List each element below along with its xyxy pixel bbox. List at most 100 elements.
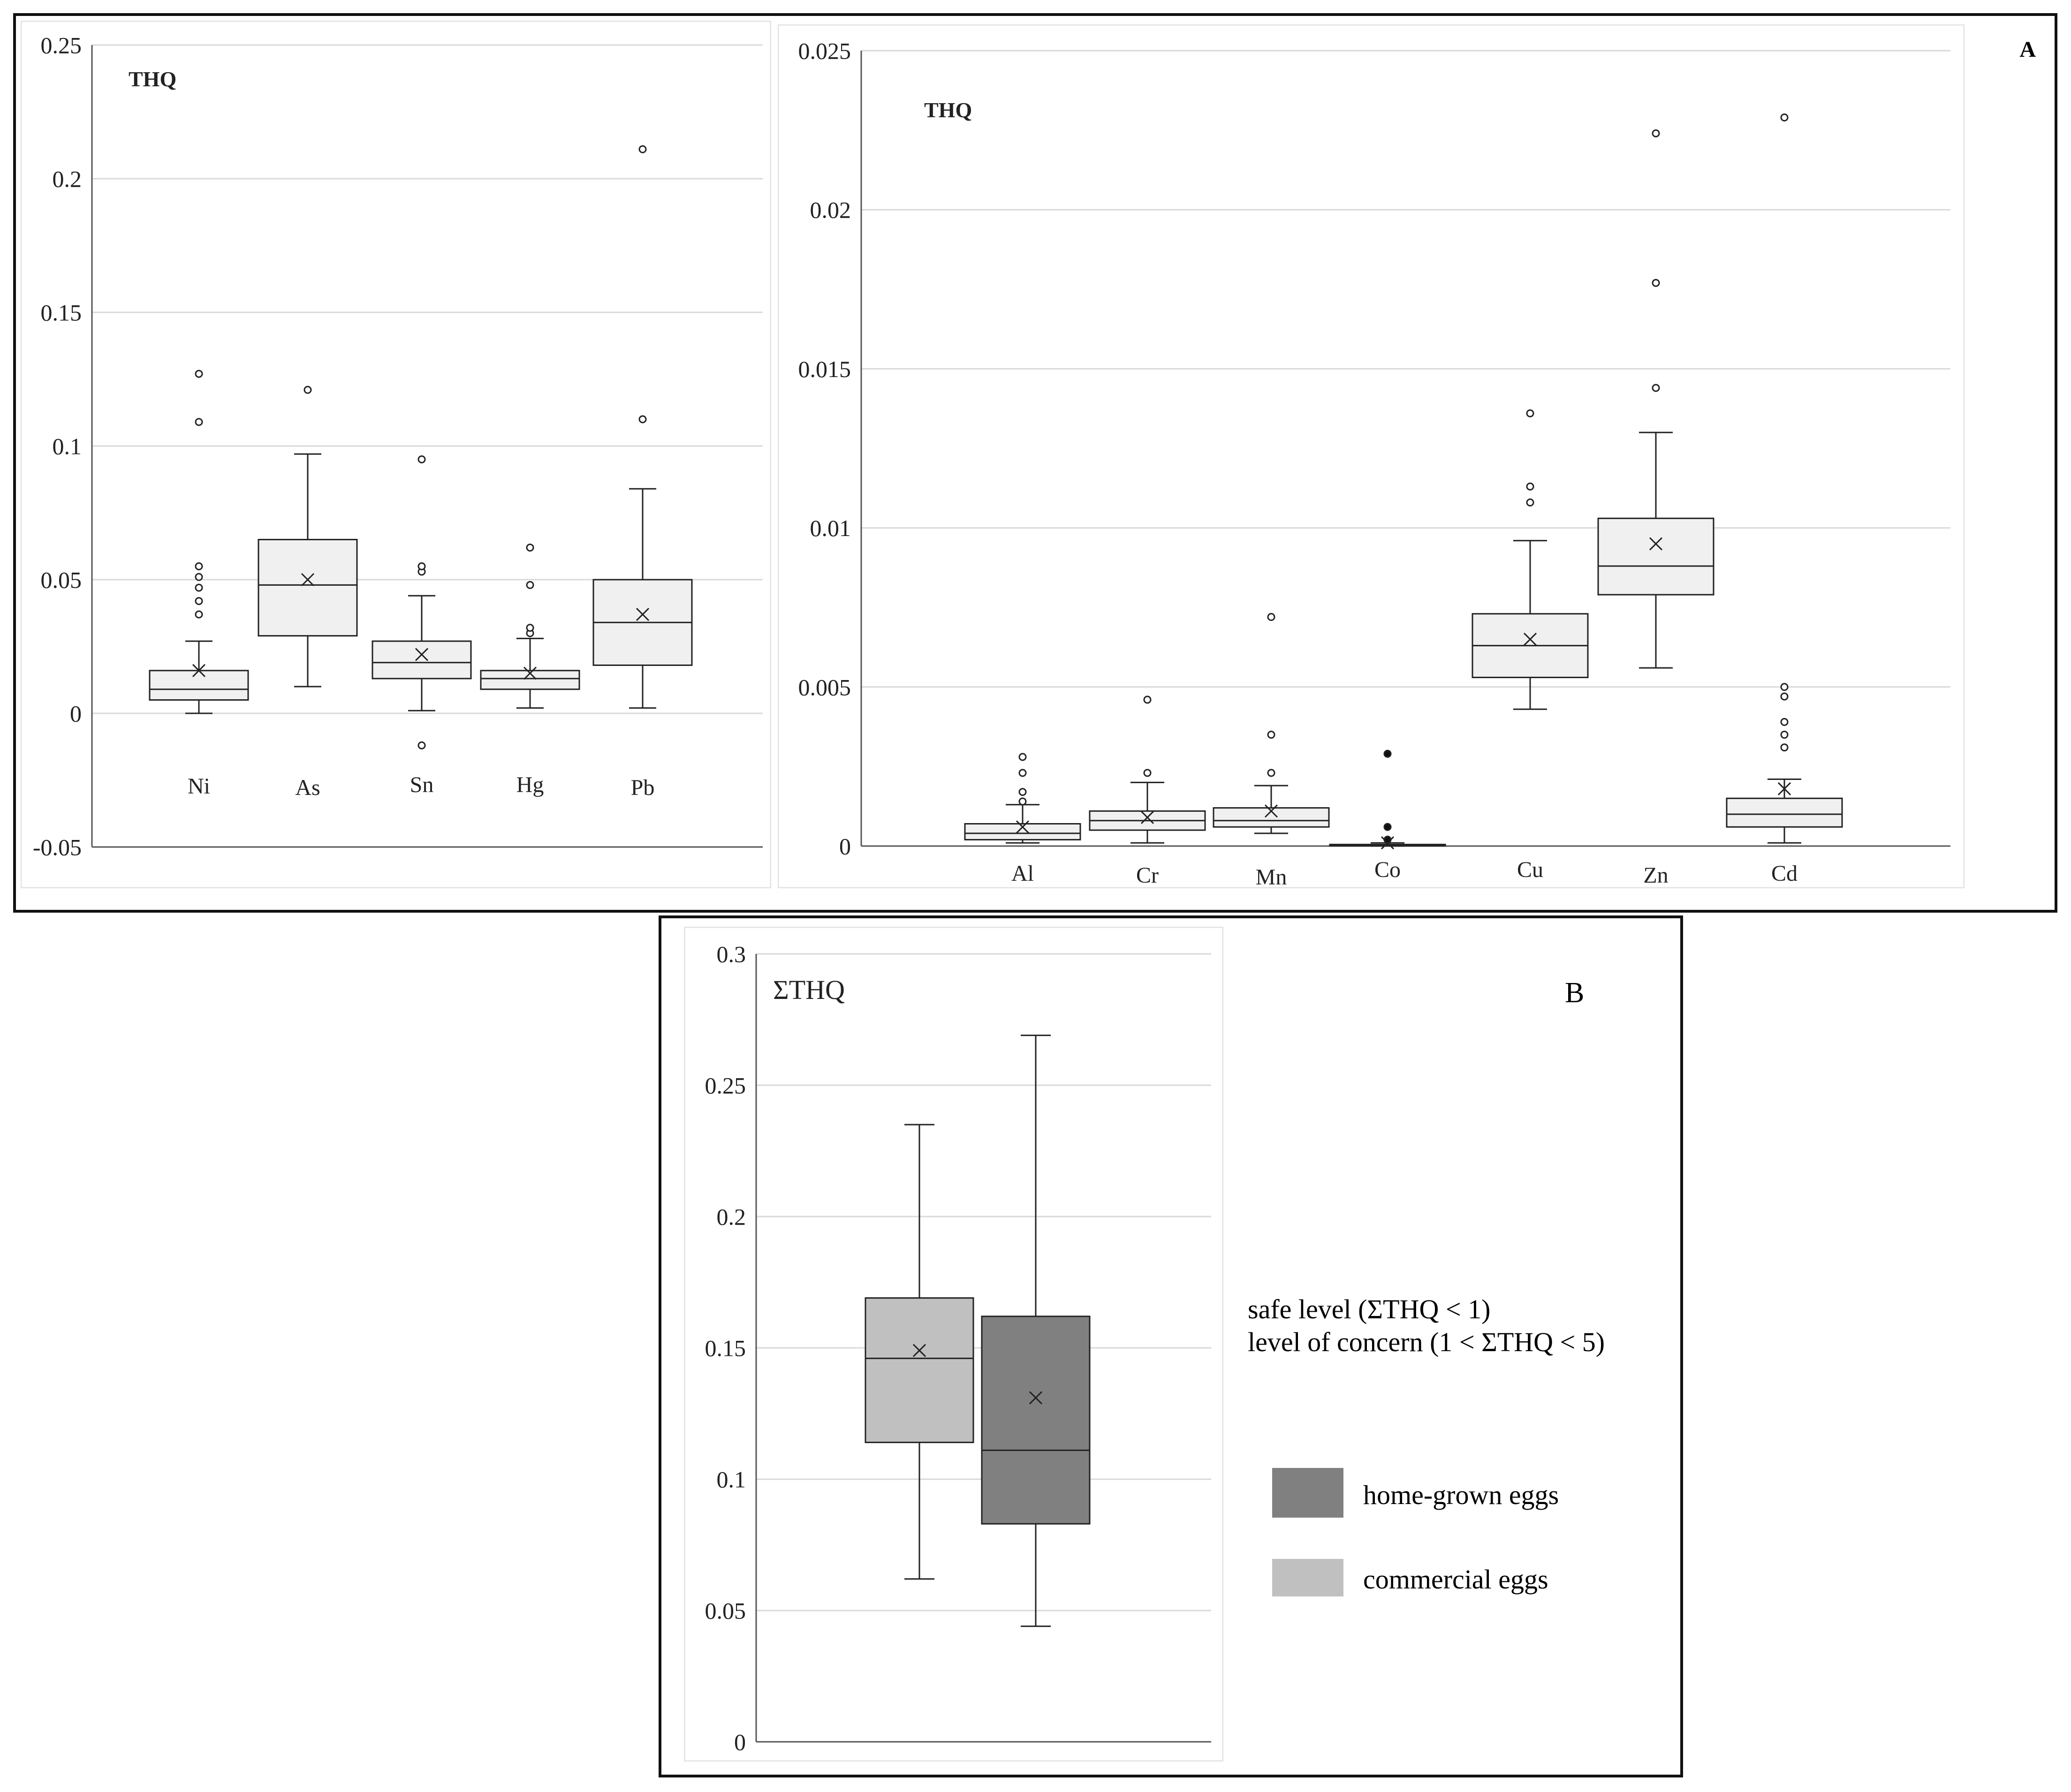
box-sn [372, 640, 472, 680]
y-tick-label: 0.25 [705, 1073, 746, 1099]
mean-marker-as [301, 573, 315, 587]
outlier-al [1018, 769, 1027, 777]
y-tick-label: 0.2 [53, 166, 82, 192]
note-safe-level: safe level (ΣTHQ < 1) [1248, 1294, 1491, 1324]
mean-marker-al [1016, 820, 1030, 834]
outlier-cu [1526, 498, 1534, 507]
chart-a2-svg: 0 0.005 0.01 0.015 0.02 0.025 THQ Al Cr Mn Co Cu Zn C… [778, 24, 1965, 888]
y-tick-label: 0.005 [798, 674, 851, 700]
y-tick-label: -0.05 [33, 834, 82, 861]
x-category-label-co: Co [1374, 857, 1401, 882]
panel-letter-a: A [2019, 37, 2036, 62]
outlier-ni [195, 573, 203, 581]
outlier-al [1018, 753, 1027, 761]
outlier-co [1383, 823, 1392, 831]
x-category-label-zn: Zn [1643, 863, 1668, 888]
figure-b-frame: B safe level (ΣTHQ < 1) level of concern… [659, 915, 1683, 1777]
y-tick-label: 0.1 [53, 433, 82, 460]
mean-marker-hg [523, 666, 537, 680]
mean-marker-commercial-eggs [912, 1344, 926, 1357]
y-tick-label: 0.3 [717, 941, 746, 968]
box-zn [1597, 517, 1714, 596]
outlier-hg [526, 544, 534, 552]
y-axis-label: THQ [129, 67, 176, 91]
outlier-cu [1526, 409, 1534, 417]
outlier-co [1383, 749, 1392, 758]
outlier-zn [1652, 129, 1660, 137]
mean-marker-sn [415, 648, 429, 661]
y-tick-label: 0.02 [810, 197, 851, 223]
outlier-zn [1652, 384, 1660, 392]
x-category-label-hg: Hg [516, 772, 544, 797]
y-tick-label: 0.015 [798, 356, 851, 382]
legend-label-home-grown: home-grown eggs [1363, 1480, 1559, 1510]
x-category-label-as: As [295, 775, 320, 800]
x-category-label-cr: Cr [1136, 863, 1159, 888]
outlier-sn [417, 562, 426, 570]
y-tick-label: 0.025 [798, 38, 851, 64]
outlier-al [1018, 788, 1027, 796]
chart-area-border [21, 21, 771, 888]
outlier-cd [1780, 113, 1789, 121]
mean-marker-pb [636, 608, 650, 621]
outlier-ni [195, 583, 203, 592]
outlier-zn [1652, 279, 1660, 287]
outlier-sn [417, 455, 426, 463]
outlier-al [1018, 797, 1027, 806]
mean-marker-home-grown-eggs [1029, 1391, 1043, 1405]
outlier-ni [195, 610, 203, 619]
x-category-label-al: Al [1011, 861, 1034, 886]
chart-b: 0 0.05 0.1 0.15 0.2 0.25 0.3 ΣTHQ [684, 927, 1223, 1762]
box-cd [1726, 797, 1843, 828]
y-tick-label: 0.01 [810, 515, 851, 541]
panel-letter-b: B [1565, 977, 1585, 1009]
box-home-grown-eggs [981, 1316, 1091, 1525]
y-tick-label: 0.2 [717, 1204, 746, 1230]
outlier-ni [195, 418, 203, 426]
y-tick-label: 0.1 [717, 1467, 746, 1493]
y-tick-label: 0 [734, 1729, 746, 1755]
box-mn [1213, 807, 1330, 828]
x-category-label-ni: Ni [188, 774, 210, 799]
chart-area-border [778, 24, 1965, 888]
legend-swatch-commercial [1272, 1559, 1343, 1596]
x-category-label-pb: Pb [631, 775, 655, 800]
chart-a1: -0.05 0 0.05 0.1 0.15 0.2 0.25 THQ Ni As Sn Hg Pb [21, 21, 771, 888]
box-commercial-eggs [865, 1297, 974, 1444]
outlier-as [303, 386, 312, 394]
legend-label-commercial: commercial eggs [1363, 1564, 1548, 1595]
outlier-cd [1780, 718, 1789, 726]
outlier-ni [195, 562, 203, 570]
y-axis-label: THQ [924, 98, 972, 122]
outlier-cd [1780, 683, 1789, 691]
outlier-ni [195, 370, 203, 378]
y-tick-label: 0.25 [41, 32, 82, 59]
chart-b-svg: 0 0.05 0.1 0.15 0.2 0.25 0.3 ΣTHQ [684, 927, 1223, 1762]
box-ni [149, 670, 249, 701]
outlier-mn [1267, 769, 1275, 777]
y-tick-label: 0 [70, 701, 82, 727]
outlier-pb [638, 145, 647, 153]
outlier-sn [417, 741, 426, 749]
mean-marker-cu [1523, 632, 1537, 646]
x-category-label-mn: Mn [1256, 865, 1287, 888]
y-tick-label: 0.15 [705, 1335, 746, 1361]
x-category-label-sn: Sn [410, 772, 434, 797]
chart-a1-svg: -0.05 0 0.05 0.1 0.15 0.2 0.25 THQ Ni As Sn Hg Pb [21, 21, 771, 888]
outlier-cd [1780, 743, 1789, 752]
y-tick-label: 0.15 [41, 300, 82, 326]
x-category-label-cu: Cu [1517, 857, 1543, 882]
outlier-cu [1526, 482, 1534, 491]
y-tick-label: 0 [839, 833, 851, 860]
figure-a-frame: A [13, 13, 2057, 913]
outlier-hg [526, 624, 534, 632]
mean-marker-ni [192, 664, 206, 677]
mean-marker-zn [1649, 537, 1663, 551]
outlier-cd [1780, 731, 1789, 739]
outlier-cr [1143, 696, 1152, 704]
mean-marker-cd [1777, 782, 1791, 795]
outlier-cd [1780, 692, 1789, 701]
legend-swatch-home-grown [1272, 1468, 1343, 1518]
chart-a2: 0 0.005 0.01 0.015 0.02 0.025 THQ Al Cr Mn Co Cu Zn C… [778, 24, 1965, 888]
y-axis-label: ΣTHQ [773, 975, 845, 1005]
